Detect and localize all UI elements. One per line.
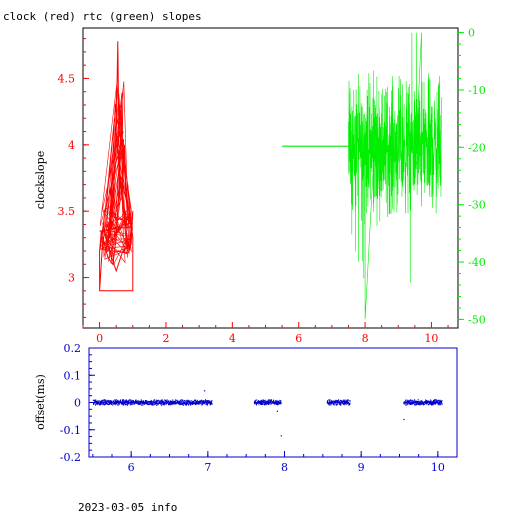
slopes-x-tick-label: 2 [162, 332, 169, 345]
slopes-y2-tick-label: -10 [468, 84, 486, 97]
offset-outlier [204, 390, 206, 392]
offset-y-label: offset(ms) [34, 374, 47, 430]
offset-x-axis: 6 7 8 9 10 [92, 451, 458, 474]
offset-segment [253, 399, 282, 406]
slopes-x-tick-label: 6 [295, 332, 302, 345]
footer-date: 2023-03-05 info [78, 501, 177, 512]
slopes-y-axis-left: 3 3.5 4 4.5 [58, 38, 89, 318]
offset-x-tick-label: 8 [281, 461, 288, 474]
slopes-y-axis-right: 0 -10 -20 -30 -40 -50 [458, 27, 486, 326]
slopes-y-label: clockslope [34, 151, 47, 209]
offset-y-axis: 0.2 0.1 0 -0.1 -0.2 [60, 342, 95, 464]
slopes-y-tick-label: 4 [68, 139, 75, 152]
slopes-y2-tick-label: -40 [468, 256, 486, 269]
slopes-y-tick-label: 3.5 [58, 205, 76, 218]
offset-x-tick-label: 10 [431, 461, 445, 474]
offset-outlier [280, 435, 282, 437]
offset-y-tick-label: 0.1 [64, 369, 82, 382]
slopes-x-tick-label: 10 [424, 332, 438, 345]
offset-x-tick-label: 7 [204, 461, 211, 474]
slopes-x-tick-label: 0 [96, 332, 103, 345]
slopes-plot-frame [82, 27, 459, 329]
rtc-noise-line [348, 32, 442, 320]
offset-x-tick-label: 9 [358, 461, 365, 474]
chart-title: clock (red) rtc (green) slopes [3, 10, 202, 23]
slopes-y-tick-label: 3 [68, 272, 75, 285]
clock-series [99, 41, 134, 292]
slopes-x-tick-label: 4 [229, 332, 236, 345]
slopes-y-tick-label: 4.5 [58, 72, 76, 85]
slopes-y2-tick-label: -20 [468, 141, 486, 154]
offset-y-tick-label: -0.2 [60, 451, 81, 464]
slopes-x-tick-label: 8 [362, 332, 369, 345]
offset-y-tick-label: -0.1 [60, 424, 81, 437]
offset-series [92, 390, 443, 437]
slopes-y2-tick-label: -50 [468, 313, 486, 326]
offset-x-tick-label: 6 [128, 461, 135, 474]
offset-y-tick-label: 0 [74, 397, 81, 410]
clock-line-dense [99, 81, 134, 265]
offset-outlier [276, 410, 278, 412]
offset-segment [326, 399, 351, 406]
offset-segment [92, 399, 213, 406]
slopes-x-axis: 0 2 4 6 8 10 [82, 322, 449, 345]
offset-y-tick-label: 0.2 [64, 342, 82, 355]
rtc-series [282, 32, 442, 320]
offset-segment [403, 398, 443, 406]
slopes-y2-tick-label: -30 [468, 199, 486, 212]
slopes-y2-tick-label: 0 [468, 27, 475, 40]
offset-outlier [403, 418, 405, 421]
